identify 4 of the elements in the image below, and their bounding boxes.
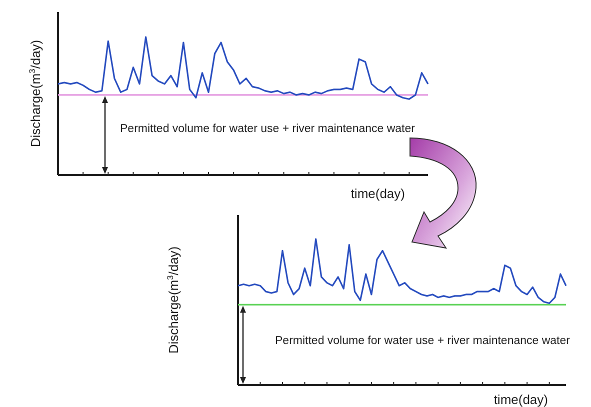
x-axis-title: time(day) bbox=[350, 186, 405, 201]
annotation: Permitted volume for water use + river maintenance water bbox=[120, 123, 416, 135]
x-axis-title: time(day) bbox=[494, 392, 548, 407]
annotation: Permitted volume for water use + river maintenance water bbox=[275, 335, 570, 347]
